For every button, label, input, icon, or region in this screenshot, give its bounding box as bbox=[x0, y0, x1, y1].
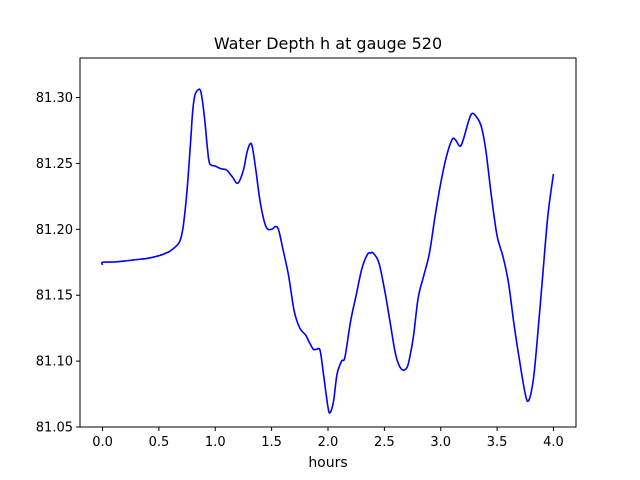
x-tick-label: 3.5 bbox=[487, 435, 508, 450]
x-tick-label: 4.0 bbox=[543, 435, 564, 450]
chart-title: Water Depth h at gauge 520 bbox=[214, 34, 442, 53]
series-line-0 bbox=[100, 88, 555, 414]
x-tick-label: 1.5 bbox=[261, 435, 282, 450]
y-tick-label: 81.30 bbox=[36, 91, 73, 106]
y-tick-label: 81.05 bbox=[36, 421, 73, 436]
y-tick-label: 81.15 bbox=[36, 289, 73, 304]
x-tick-label: 0.5 bbox=[149, 435, 170, 450]
y-tick-label: 81.25 bbox=[36, 157, 73, 172]
x-tick-label: 1.0 bbox=[205, 435, 226, 450]
x-tick-label: 2.0 bbox=[318, 435, 339, 450]
x-axis-label: hours bbox=[308, 455, 347, 471]
x-tick-label: 0.0 bbox=[92, 435, 113, 450]
x-axis: 0.0 0.5 1.0 1.5 2.0 2.5 3.0 3.5 4.0 bbox=[92, 427, 564, 450]
y-tick-label: 81.20 bbox=[36, 223, 73, 238]
x-tick-label: 3.0 bbox=[430, 435, 451, 450]
x-tick-label: 2.5 bbox=[374, 435, 395, 450]
y-axis: 81.05 81.10 81.15 81.20 81.25 81.30 bbox=[36, 91, 80, 436]
series-layer bbox=[100, 88, 555, 414]
y-tick-label: 81.10 bbox=[36, 355, 73, 370]
